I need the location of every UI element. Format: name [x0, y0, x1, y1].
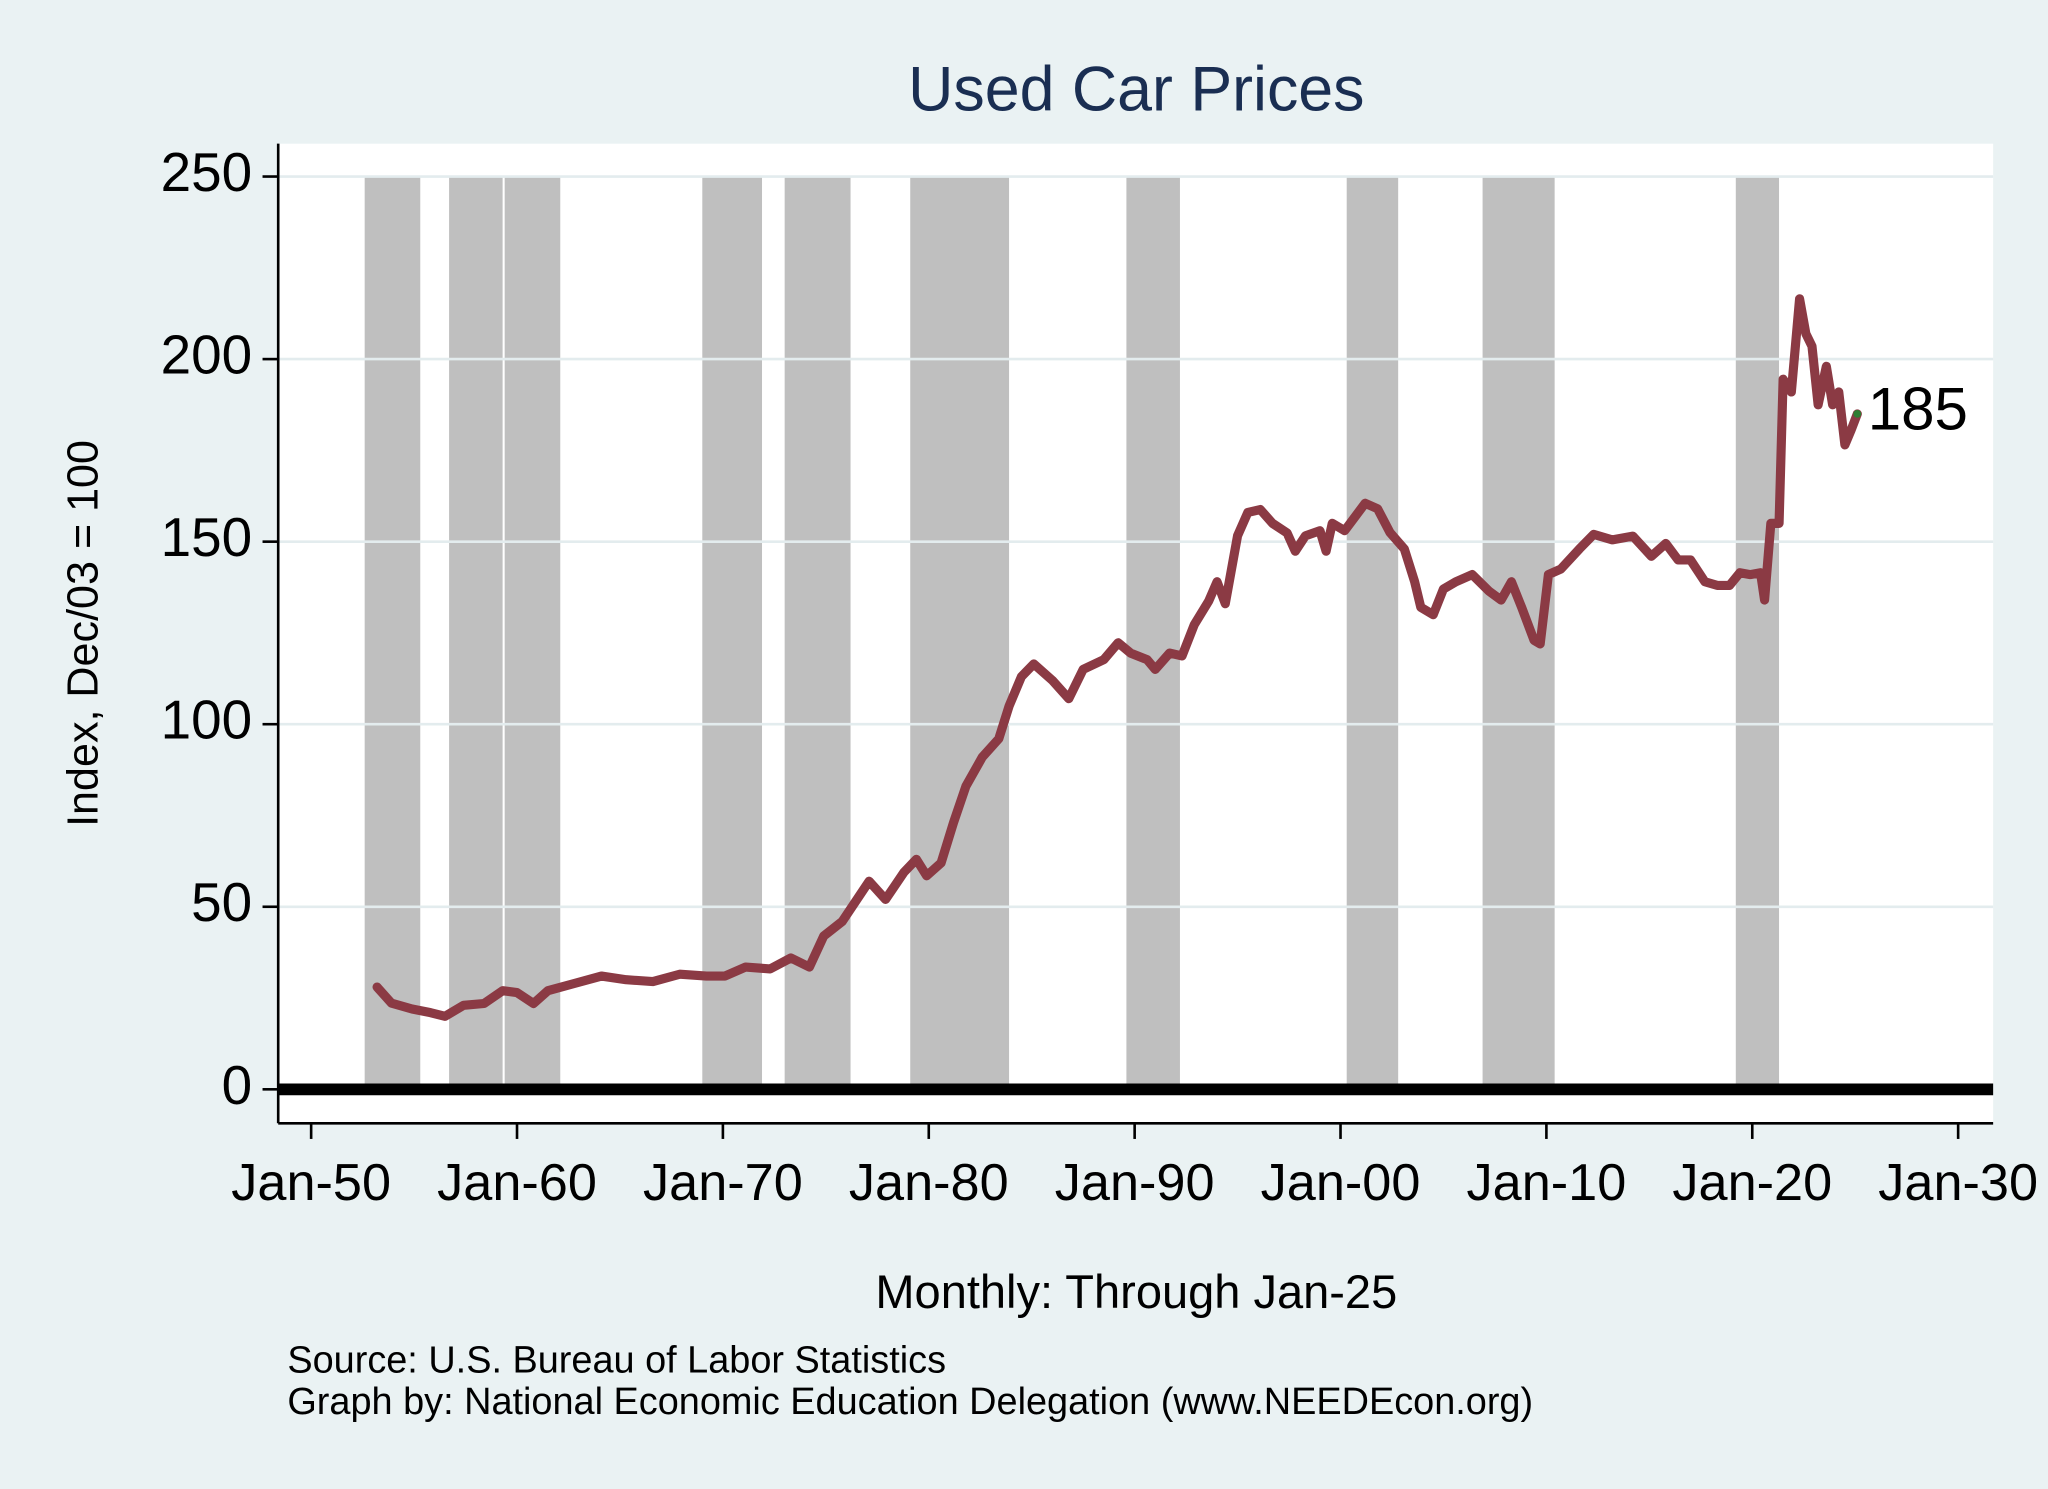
- x-tick-label: Jan-70: [643, 1154, 803, 1212]
- y-axis-label: Index, Dec/03 = 100: [60, 440, 108, 827]
- y-tick-label: 50: [191, 871, 252, 933]
- credit-note: Graph by: National Economic Education De…: [287, 1381, 1533, 1423]
- recession-band: [784, 176, 851, 1090]
- recession-band: [504, 176, 561, 1090]
- x-axis-label: Monthly: Through Jan-25: [875, 1265, 1397, 1318]
- recession-band: [702, 176, 763, 1090]
- y-tick-label: 150: [161, 506, 253, 568]
- x-tick-label: Jan-30: [1878, 1154, 2038, 1212]
- x-tick-label: Jan-50: [231, 1154, 391, 1212]
- x-tick-label: Jan-90: [1055, 1154, 1215, 1212]
- recession-band: [910, 176, 1010, 1090]
- x-tick-label: Jan-80: [849, 1154, 1009, 1212]
- x-tick-label: Jan-60: [437, 1154, 597, 1212]
- y-tick-label: 0: [222, 1054, 253, 1116]
- end-label: 185: [1868, 376, 1968, 443]
- recession-band: [1346, 176, 1399, 1090]
- recession-band: [1735, 176, 1780, 1090]
- x-tick-label: Jan-00: [1261, 1154, 1421, 1212]
- plot-layer: 0 50 100 150 200 250 Jan-50 Jan-60 Jan-70 Jan-80 J…: [161, 141, 2038, 1212]
- source-note: Source: U.S. Bureau of Labor Statistics: [287, 1339, 946, 1381]
- x-tick-label: Jan-20: [1672, 1154, 1832, 1212]
- y-tick-label: 200: [161, 324, 253, 386]
- end-point: [1853, 409, 1862, 418]
- chart-title: Used Car Prices: [908, 55, 1364, 125]
- x-tick-label: Jan-10: [1467, 1154, 1627, 1212]
- data-line: [372, 294, 1862, 1021]
- y-tick-label: 250: [161, 141, 253, 203]
- y-tick-label: 100: [161, 689, 253, 751]
- recession-band: [1126, 176, 1180, 1090]
- recession-band: [449, 176, 503, 1090]
- recession-band: [364, 176, 421, 1090]
